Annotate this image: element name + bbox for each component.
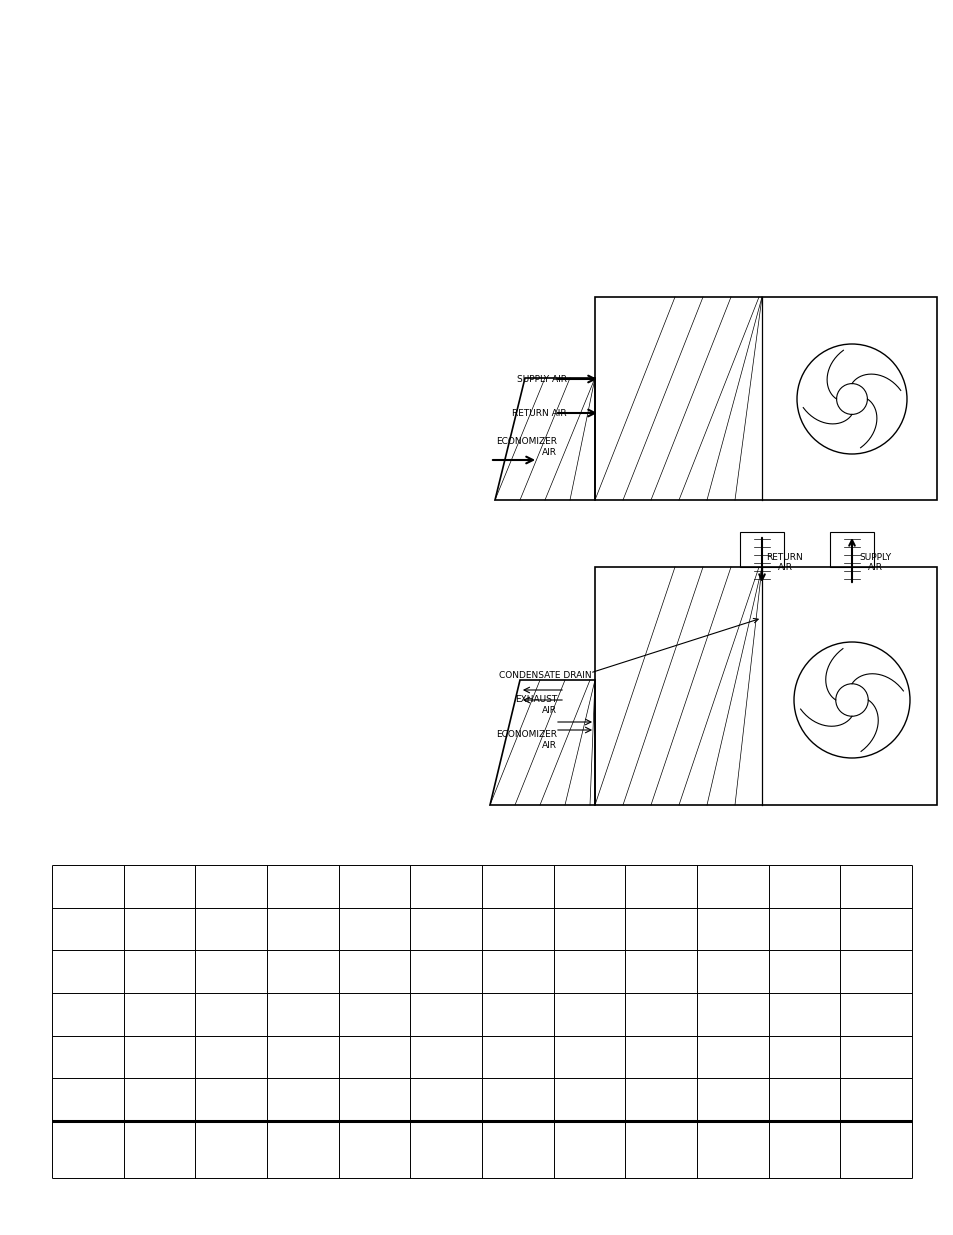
Bar xyxy=(595,567,936,805)
Text: ECONOMIZER
AIR: ECONOMIZER AIR xyxy=(496,437,557,457)
Text: RETURN AIR: RETURN AIR xyxy=(512,409,566,417)
Text: RETURN
AIR: RETURN AIR xyxy=(766,553,802,572)
Bar xyxy=(740,532,783,567)
Text: SUPPLY AIR: SUPPLY AIR xyxy=(517,374,566,384)
Text: CONDENSATE DRAIN: CONDENSATE DRAIN xyxy=(498,672,592,680)
Bar xyxy=(829,532,873,567)
Text: EXHAUST
AIR: EXHAUST AIR xyxy=(515,695,557,715)
Text: ECONOMIZER
AIR: ECONOMIZER AIR xyxy=(496,730,557,750)
Text: SUPPLY
AIR: SUPPLY AIR xyxy=(858,553,890,572)
Bar xyxy=(595,296,936,500)
